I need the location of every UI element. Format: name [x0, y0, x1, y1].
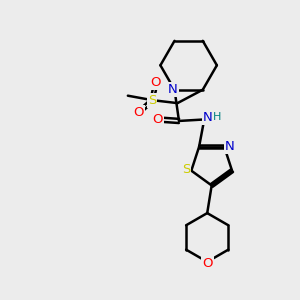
Text: N: N — [203, 111, 213, 124]
Text: S: S — [148, 94, 156, 106]
Text: H: H — [212, 112, 221, 122]
Text: S: S — [182, 163, 190, 176]
Text: N: N — [168, 83, 178, 96]
Text: O: O — [151, 76, 161, 89]
Text: O: O — [152, 113, 163, 126]
Text: O: O — [134, 106, 144, 119]
Text: O: O — [202, 257, 212, 270]
Text: N: N — [225, 140, 235, 153]
